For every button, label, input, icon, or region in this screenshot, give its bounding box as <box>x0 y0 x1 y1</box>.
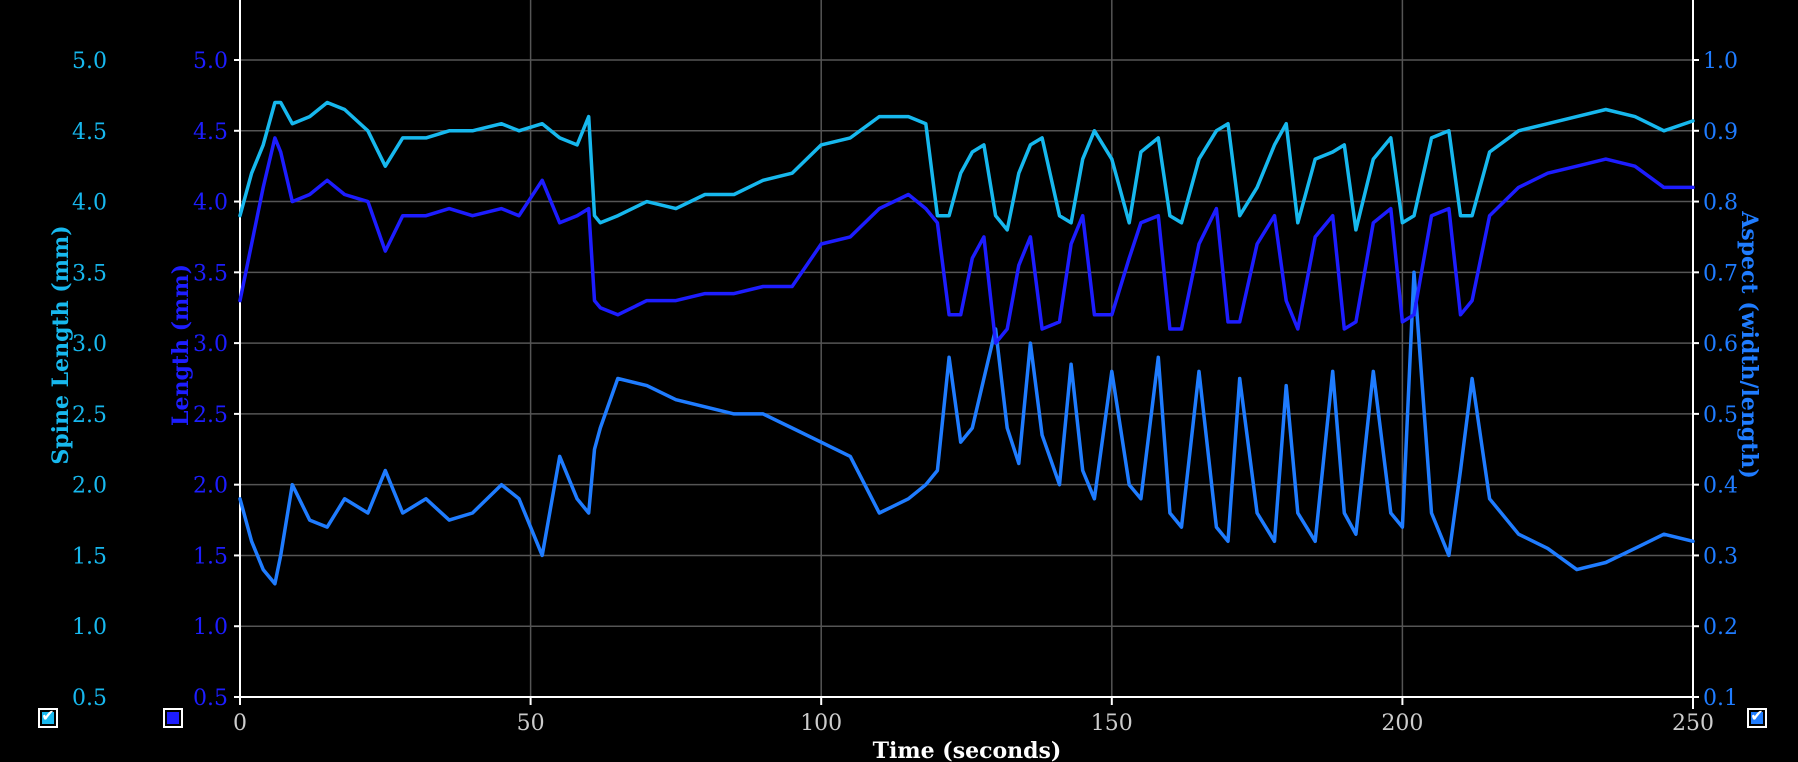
aspect-toggle-swatch <box>1751 712 1763 724</box>
spine-tick-label: 1.5 <box>72 544 107 569</box>
length-series-toggle[interactable] <box>163 708 183 728</box>
aspect-tick-label: 0.9 <box>1703 120 1738 145</box>
series-lines <box>238 100 1695 586</box>
aspect-tick-label: 0.5 <box>1703 403 1738 428</box>
length-tick-label: 3.0 <box>193 332 228 357</box>
x-tick-label: 100 <box>800 711 842 736</box>
spine-tick-label: 2.5 <box>72 403 107 428</box>
x-tick-label: 250 <box>1672 711 1714 736</box>
length-tick-label: 4.5 <box>193 120 228 145</box>
spine-tick-label: 3.0 <box>72 332 107 357</box>
length-toggle-swatch <box>167 712 179 724</box>
aspect-series-line <box>238 270 1695 586</box>
aspect-axis-title: Aspect (width/length) <box>1736 210 1762 479</box>
length-tick-label: 5.0 <box>193 49 228 74</box>
aspect-tick-label: 0.8 <box>1703 191 1738 216</box>
spine-toggle-swatch <box>42 712 54 724</box>
spine-tick-label: 1.0 <box>72 615 107 640</box>
length-tick-label: 2.0 <box>193 474 228 499</box>
length-axis-title: Length (mm) <box>168 264 194 426</box>
aspect-tick-label: 0.2 <box>1703 615 1738 640</box>
check-icon: ✔ <box>1750 706 1764 725</box>
length-tick-label: 4.0 <box>193 191 228 216</box>
aspect-tick-label: 1.0 <box>1703 49 1738 74</box>
spine-tick-label: 5.0 <box>72 49 107 74</box>
length-tick-label: 2.5 <box>193 403 228 428</box>
spine-tick-label: 4.5 <box>72 120 107 145</box>
aspect-series-toggle[interactable]: ✔ <box>1747 706 1767 728</box>
spine-tick-label: 0.5 <box>72 686 107 711</box>
spine-axis-title: Spine Length (mm) <box>48 225 74 464</box>
check-icon: ✔ <box>41 706 55 725</box>
x-tick-label: 50 <box>517 711 545 736</box>
x-tick-label: 150 <box>1091 711 1133 736</box>
x-tick-label: 200 <box>1381 711 1423 736</box>
aspect-tick-label: 0.7 <box>1703 261 1738 286</box>
length-tick-label: 1.0 <box>193 615 228 640</box>
length-tick-label: 1.5 <box>193 544 228 569</box>
aspect-tick-label: 0.3 <box>1703 544 1738 569</box>
tick-labels: 0 50 100 150 200 250 0.5 1.0 1.5 2.0 2.5 3.0 3.5 4.0 4… <box>72 49 1738 736</box>
x-tick-label: 0 <box>233 711 247 736</box>
spine-tick-label: 3.5 <box>72 261 107 286</box>
aspect-tick-label: 0.6 <box>1703 332 1738 357</box>
spine-tick-label: 2.0 <box>72 474 107 499</box>
aspect-tick-label: 0.1 <box>1703 686 1738 711</box>
aspect-tick-label: 0.4 <box>1703 474 1738 499</box>
length-tick-label: 3.5 <box>193 261 228 286</box>
length-tick-label: 0.5 <box>193 686 228 711</box>
length-series-line <box>238 136 1695 345</box>
axes <box>234 0 1699 709</box>
spine-tick-label: 4.0 <box>72 191 107 216</box>
x-axis-title: Time (seconds) <box>873 738 1062 762</box>
spine-series-line <box>238 100 1695 232</box>
spine-series-toggle[interactable]: ✔ <box>38 706 58 728</box>
